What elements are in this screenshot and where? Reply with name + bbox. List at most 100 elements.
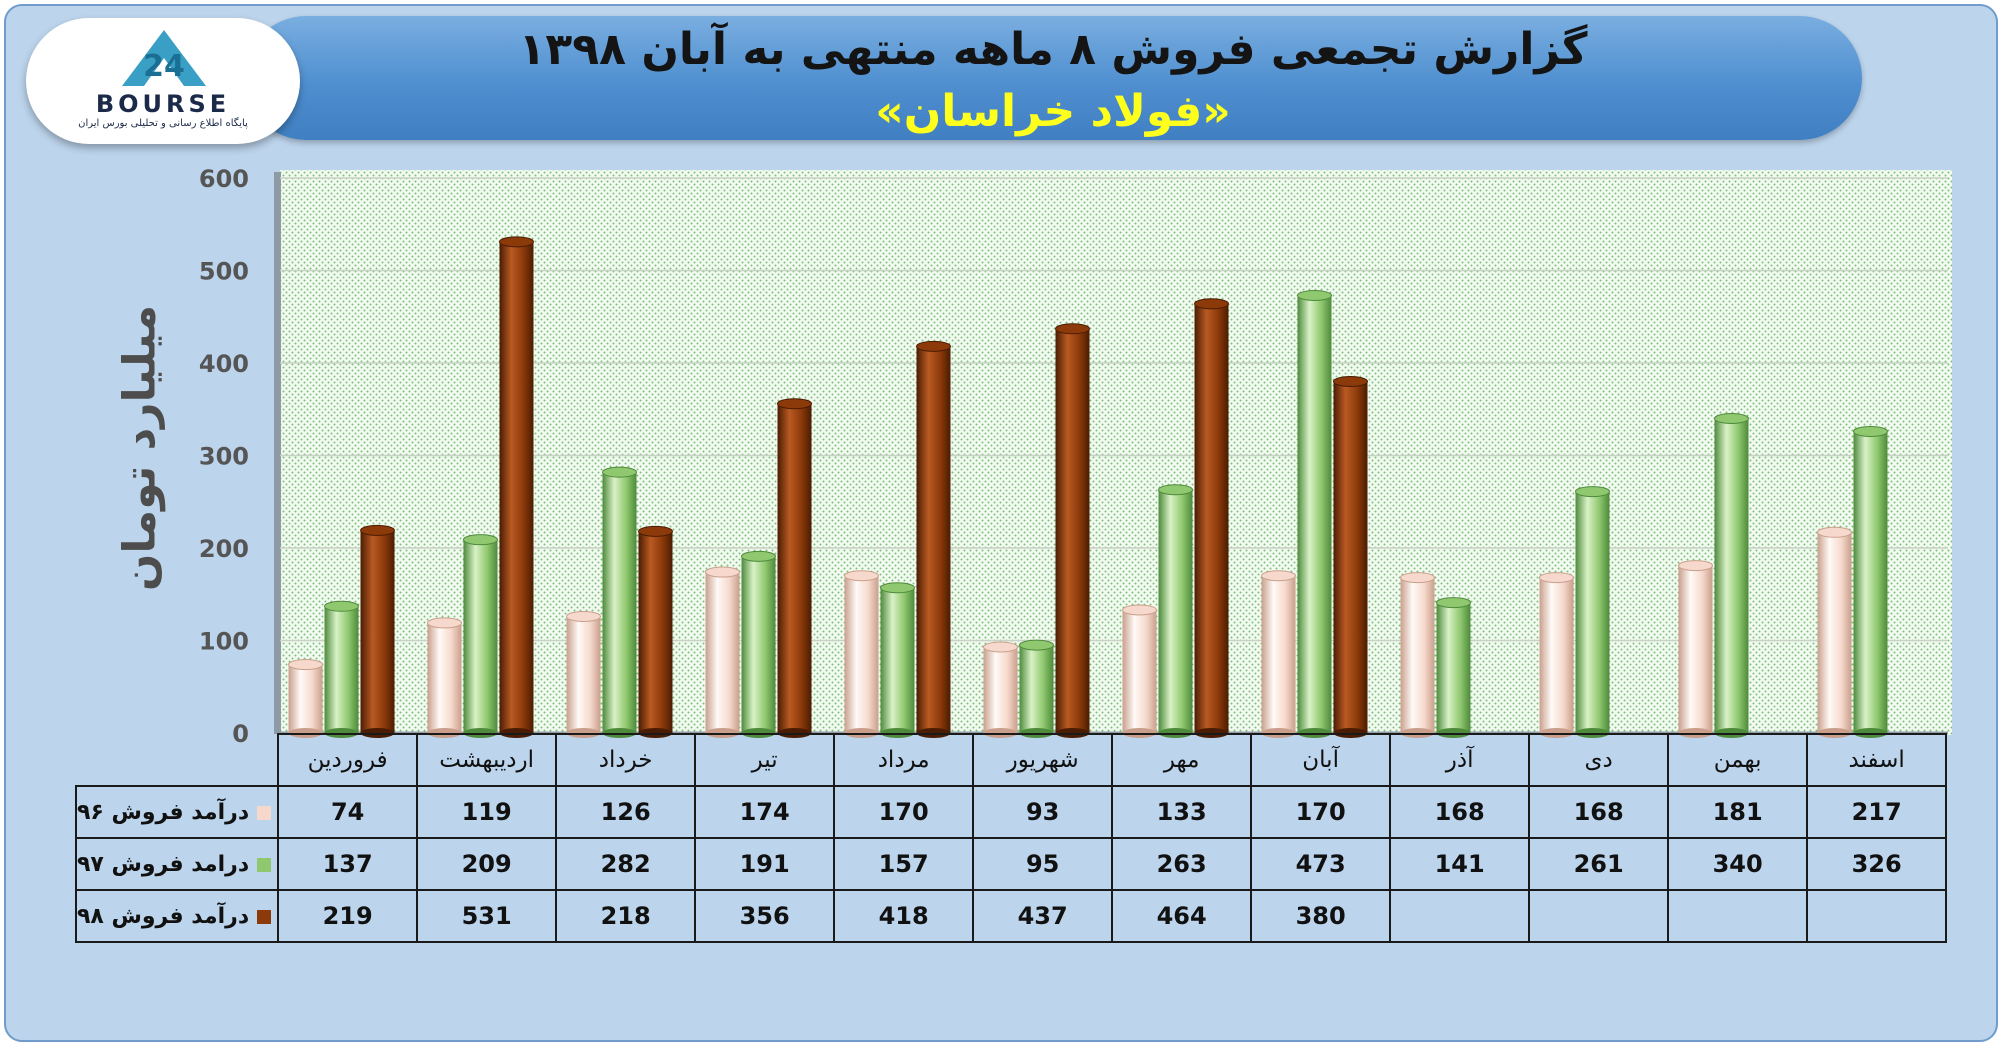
y-tick-label: 200 xyxy=(199,535,249,563)
month-header: شهریور xyxy=(972,733,1114,787)
data-table: فروردین اردیبهشت خرداد تیر مرداد شهریور مهر آبا… xyxy=(74,733,1948,943)
bar-body xyxy=(844,575,879,733)
bar xyxy=(427,617,462,738)
table-corner xyxy=(76,734,278,786)
value-cell xyxy=(1389,889,1531,943)
bar xyxy=(983,641,1018,738)
bar-cap xyxy=(705,566,740,578)
bourse-logo: 24 BOURSE پایگاه اطلاع رسانی و تحلیلی بو… xyxy=(26,18,300,144)
bar-body xyxy=(288,664,323,733)
month-header: تیر xyxy=(694,733,836,787)
value-cell: 119 xyxy=(416,785,558,839)
bar-cap xyxy=(1436,597,1471,609)
bar-body xyxy=(705,572,740,733)
value-cell: 263 xyxy=(1111,837,1253,891)
bar xyxy=(463,534,498,738)
bar-cap xyxy=(880,582,915,594)
month-header: دی xyxy=(1528,733,1670,787)
value-cell: 531 xyxy=(416,889,558,943)
series-name: درآمد فروش ۹۸ xyxy=(77,903,250,929)
bar-cap xyxy=(1817,526,1852,538)
bar xyxy=(1400,572,1435,738)
bar-body xyxy=(566,616,601,733)
bar-cap xyxy=(1853,425,1888,437)
bar-body xyxy=(1261,575,1296,733)
month-header: آبان xyxy=(1250,733,1392,787)
bar-body xyxy=(1333,381,1368,733)
value-cell: 473 xyxy=(1250,837,1392,891)
value-cell: 170 xyxy=(1250,785,1392,839)
bar-cap xyxy=(1158,484,1193,496)
bar-body xyxy=(1194,303,1229,733)
bar-cap xyxy=(1297,289,1332,301)
value-cell: 282 xyxy=(555,837,697,891)
chart-subtitle: «فولاد خراسان» xyxy=(875,86,1231,137)
value-cell: 219 xyxy=(277,889,419,943)
legend-key xyxy=(257,909,272,924)
value-cell: 141 xyxy=(1389,837,1531,891)
bar-cap xyxy=(844,570,879,582)
bar-body xyxy=(916,346,951,733)
month-header: بهمن xyxy=(1667,733,1809,787)
bar xyxy=(1539,572,1574,738)
value-cell: 209 xyxy=(416,837,558,891)
bar-cap xyxy=(1678,560,1713,572)
month-header: فروردین xyxy=(277,733,419,787)
bar-cap xyxy=(463,534,498,546)
value-cell: 93 xyxy=(972,785,1114,839)
bar-cap xyxy=(1400,572,1435,584)
bar-cap xyxy=(777,398,812,410)
table-row: درآمد فروش ۹۸ 219 531 218 356 418 437 464 380 xyxy=(74,889,1948,943)
series-label: درآمد فروش ۹۸ xyxy=(74,889,280,943)
legend-key xyxy=(257,857,272,872)
bar-body xyxy=(1714,418,1749,733)
bar-cap xyxy=(916,340,951,352)
bar-cap xyxy=(1575,486,1610,498)
table-row: درآمد فروش ۹۶ 74 119 126 174 170 93 133 170 168 16… xyxy=(74,785,1948,839)
y-tick-label: 100 xyxy=(199,628,249,656)
value-cell xyxy=(1806,889,1948,943)
legend-key xyxy=(257,805,272,820)
month-header: مهر xyxy=(1111,733,1253,787)
y-tick-label: 600 xyxy=(199,165,249,193)
bar xyxy=(1575,486,1610,738)
bar xyxy=(1122,604,1157,738)
plot-side-wall xyxy=(274,172,281,734)
bar xyxy=(1158,484,1193,738)
bar-cap xyxy=(1194,298,1229,310)
bar-body xyxy=(880,587,915,733)
bar-cap xyxy=(741,550,776,562)
bar-body xyxy=(1055,328,1090,733)
bar-body xyxy=(1853,431,1888,733)
table-row: درامد فروش ۹۷ 137 209 282 191 157 95 263 473 141 2… xyxy=(74,837,1948,891)
value-cell: 168 xyxy=(1528,785,1670,839)
bar-cap xyxy=(1714,413,1749,424)
month-header: مرداد xyxy=(833,733,975,787)
bar-body xyxy=(1678,565,1713,733)
bar xyxy=(777,398,812,738)
bar-cap xyxy=(1055,323,1090,335)
value-cell: 95 xyxy=(972,837,1114,891)
bar xyxy=(705,566,740,738)
bar-body xyxy=(638,531,673,733)
bar-cap xyxy=(602,466,637,478)
bar-body xyxy=(499,241,534,733)
y-tick-label: 0 xyxy=(232,720,249,748)
bar-cap xyxy=(324,600,359,612)
bar xyxy=(1019,639,1054,738)
bar-body xyxy=(1122,609,1157,733)
month-header: اسفند xyxy=(1806,733,1948,787)
bar-body xyxy=(1817,532,1852,733)
value-cell: 168 xyxy=(1389,785,1531,839)
value-cell: 418 xyxy=(833,889,975,943)
bar-body xyxy=(983,646,1018,733)
series-name: درامد فروش ۹۷ xyxy=(77,851,250,877)
bar-cap xyxy=(1122,604,1157,616)
logo-wordmark: BOURSE xyxy=(95,90,231,118)
bar-cap xyxy=(1019,639,1054,651)
bar-cap xyxy=(983,641,1018,653)
value-cell: 326 xyxy=(1806,837,1948,891)
value-cell: 356 xyxy=(694,889,836,943)
value-cell: 181 xyxy=(1667,785,1809,839)
value-cell: 157 xyxy=(833,837,975,891)
